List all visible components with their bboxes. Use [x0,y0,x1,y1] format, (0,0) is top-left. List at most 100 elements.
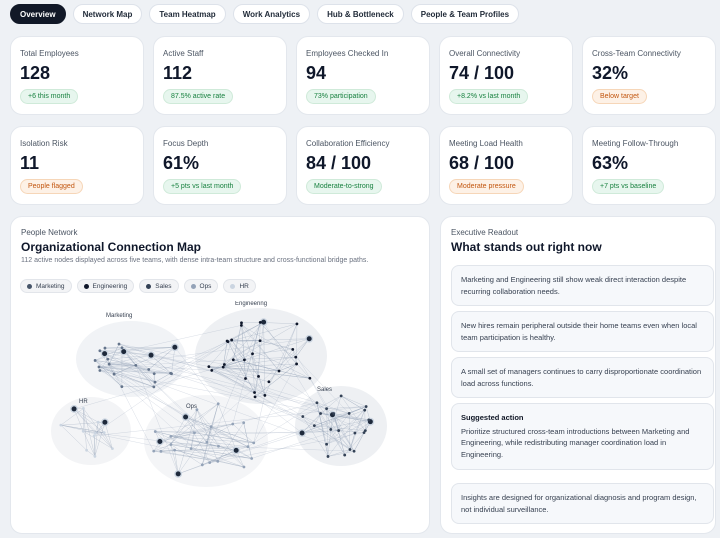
network-node-hr[interactable] [93,454,97,458]
network-node-ops[interactable] [195,408,199,412]
network-node-engineering[interactable] [210,369,214,372]
network-node-ops[interactable] [252,441,256,445]
network-node-engineering[interactable] [277,369,281,373]
tab-people-team-profiles[interactable]: People & Team Profiles [410,4,520,24]
tab-hub-bottleneck[interactable]: Hub & Bottleneck [317,4,404,24]
network-node-sales[interactable] [312,424,316,428]
network-node-marketing[interactable] [152,385,156,389]
network-node-ops[interactable] [155,437,164,446]
network-node-marketing[interactable] [147,351,155,360]
network-node-engineering[interactable] [257,374,260,378]
network-node-marketing[interactable] [170,343,179,352]
network-node-ops[interactable] [200,463,204,467]
network-node-sales[interactable] [343,453,347,457]
network-node-hr[interactable] [85,448,89,452]
network-node-marketing[interactable] [98,349,102,353]
network-node-ops[interactable] [152,449,156,453]
network-node-hr[interactable] [81,429,85,433]
network-node-marketing[interactable] [134,364,138,367]
network-node-engineering[interactable] [225,339,229,343]
network-node-ops[interactable] [189,447,193,450]
network-node-sales[interactable] [348,448,352,451]
network-node-ops[interactable] [181,413,190,421]
network-node-ops[interactable] [242,465,246,469]
network-node-ops[interactable] [153,430,157,433]
network-node-engineering[interactable] [291,347,295,351]
network-node-engineering[interactable] [263,393,267,397]
network-node-ops[interactable] [169,443,173,446]
network-node-sales[interactable] [301,415,305,418]
network-node-sales[interactable] [367,418,371,422]
tab-network-map[interactable]: Network Map [72,4,143,24]
network-node-sales[interactable] [364,405,368,408]
network-node-hr[interactable] [92,434,96,438]
network-node-hr[interactable] [110,447,114,451]
network-node-ops[interactable] [208,461,212,464]
network-node-ops[interactable] [216,402,220,406]
network-node-marketing[interactable] [100,349,109,358]
network-node-sales[interactable] [329,428,333,431]
network-node-hr[interactable] [96,420,100,424]
tab-overview[interactable]: Overview [10,4,66,24]
network-node-engineering[interactable] [221,365,225,369]
network-node-ops[interactable] [246,445,250,449]
network-node-ops[interactable] [205,440,209,444]
network-node-engineering[interactable] [251,352,254,356]
network-node-sales[interactable] [363,429,367,433]
network-node-engineering[interactable] [231,358,235,362]
network-node-engineering[interactable] [258,320,262,324]
network-node-sales[interactable] [347,412,351,415]
network-node-engineering[interactable] [305,334,314,343]
network-node-marketing[interactable] [106,357,110,361]
network-node-ops[interactable] [193,431,196,435]
network-node-hr[interactable] [100,418,109,427]
legend-item-engineering[interactable]: Engineering [76,279,135,293]
network-node-ops[interactable] [217,444,220,448]
network-node-ops[interactable] [174,469,183,478]
network-node-sales[interactable] [325,407,328,411]
network-node-sales[interactable] [337,429,341,432]
network-node-sales[interactable] [363,408,367,412]
network-node-marketing[interactable] [112,372,116,376]
network-node-engineering[interactable] [295,322,299,326]
network-node-marketing[interactable] [93,359,97,362]
network-node-engineering[interactable] [222,363,226,366]
network-node-ops[interactable] [169,435,173,438]
network-node-sales[interactable] [315,401,319,405]
tab-team-heatmap[interactable]: Team Heatmap [149,4,226,24]
network-node-sales[interactable] [353,431,357,435]
network-node-ops[interactable] [209,425,213,429]
network-node-marketing[interactable] [120,385,124,389]
network-node-sales[interactable] [352,449,356,453]
network-node-engineering[interactable] [239,323,243,327]
network-node-sales[interactable] [339,394,343,398]
network-node-marketing[interactable] [117,342,121,346]
network-node-ops[interactable] [242,421,246,425]
network-node-marketing[interactable] [97,365,101,369]
network-node-sales[interactable] [325,442,328,446]
network-node-sales[interactable] [326,455,330,458]
network-node-hr[interactable] [93,431,97,435]
network-node-engineering[interactable] [243,358,246,362]
network-node-marketing[interactable] [98,369,102,372]
network-node-engineering[interactable] [230,338,234,342]
network-node-engineering[interactable] [295,362,298,366]
network-node-marketing[interactable] [120,346,124,350]
network-node-sales[interactable] [332,412,336,415]
legend-item-ops[interactable]: Ops [183,279,219,293]
tab-work-analytics[interactable]: Work Analytics [232,4,311,24]
network-node-marketing[interactable] [103,346,107,350]
legend-item-hr[interactable]: HR [223,279,256,293]
network-node-marketing[interactable] [147,368,151,371]
network-node-sales[interactable] [298,429,306,437]
network-node-engineering[interactable] [244,377,247,380]
network-node-ops[interactable] [216,459,220,463]
network-node-engineering[interactable] [253,395,257,399]
network-node-engineering[interactable] [267,380,271,384]
network-node-ops[interactable] [231,422,235,426]
network-node-engineering[interactable] [294,355,298,359]
network-node-engineering[interactable] [253,391,256,394]
network-node-engineering[interactable] [207,365,211,369]
network-node-engineering[interactable] [240,321,243,325]
network-node-marketing[interactable] [153,380,157,384]
